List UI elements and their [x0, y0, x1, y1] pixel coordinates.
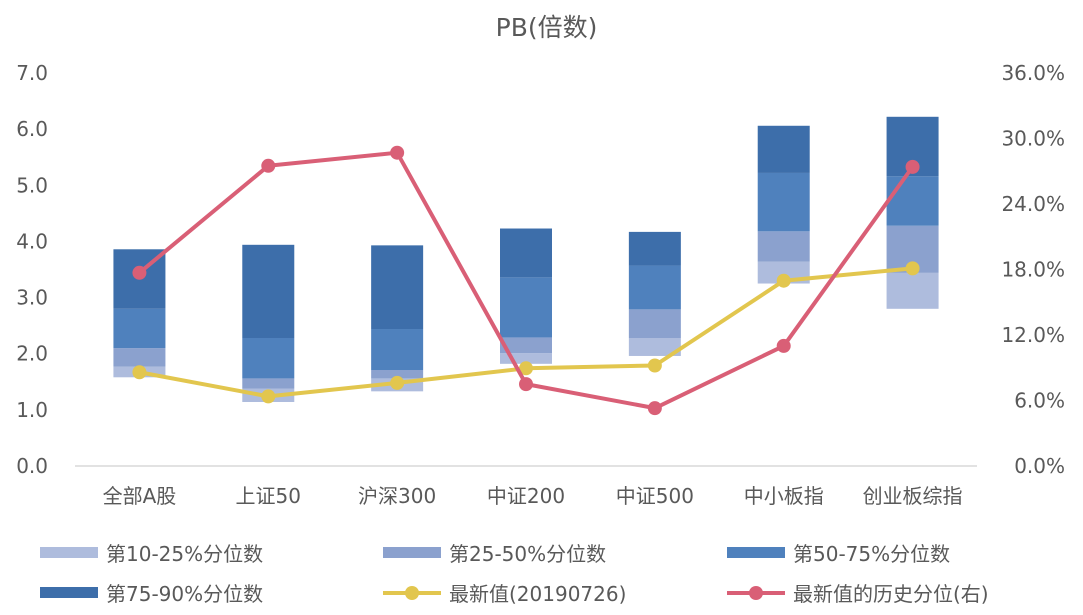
- bar-p50-75: [628, 265, 681, 310]
- legend-swatch-p75-90: [40, 587, 98, 598]
- bar-p75-90: [371, 245, 424, 330]
- y-right-tick-label: 30.0%: [1001, 127, 1065, 151]
- chart-title: PB(倍数): [495, 13, 598, 42]
- y-left-tick-label: 6.0: [16, 117, 48, 141]
- x-tick-label: 上证50: [236, 484, 301, 508]
- x-tick-label: 中证200: [487, 484, 565, 508]
- y-left-tick-label: 0.0: [16, 454, 48, 478]
- hist-percentile-point: [261, 158, 276, 173]
- legend-item-p25-50: 第25-50%分位数: [383, 538, 606, 567]
- hist-percentile-point: [647, 401, 662, 416]
- y-right-tick-label: 0.0%: [1014, 454, 1065, 478]
- x-tick-label: 全部A股: [103, 484, 177, 508]
- bar-p75-90: [757, 125, 810, 173]
- y-left-tick-label: 3.0: [16, 286, 48, 310]
- y-right-tick-label: 6.0%: [1014, 389, 1065, 413]
- legend-item-p75-90: 第75-90%分位数: [40, 578, 263, 607]
- y-left-tick-label: 2.0: [16, 342, 48, 366]
- legend-label-p25-50: 第25-50%分位数: [449, 542, 607, 566]
- legend-swatch-latest: [383, 583, 441, 603]
- legend-label-latest: 最新值(20190726): [449, 582, 627, 606]
- latest-value-point: [261, 389, 276, 404]
- bar-p50-75: [113, 308, 166, 349]
- legend-swatch-hist-pct: [727, 583, 785, 603]
- y-left-tick-label: 7.0: [16, 61, 48, 85]
- bar-p10-25: [886, 272, 939, 309]
- hist-percentile-point: [519, 377, 533, 392]
- x-tick-label: 创业板综指: [863, 484, 963, 508]
- hist-percentile-point: [390, 145, 405, 160]
- bar-p50-75: [500, 277, 552, 338]
- x-tick-label: 中证500: [616, 484, 694, 508]
- latest-value-point: [519, 361, 533, 376]
- y-left-tick-label: 1.0: [16, 398, 48, 422]
- legend-swatch-p10-25: [40, 547, 98, 558]
- legend-label-p10-25: 第10-25%分位数: [106, 542, 264, 566]
- bar-p50-75: [886, 176, 939, 226]
- hist-percentile-point: [776, 338, 791, 353]
- y-right-tick-label: 12.0%: [1001, 323, 1065, 347]
- bar-p75-90: [628, 231, 681, 266]
- bar-p25-50: [757, 231, 810, 262]
- bar-p50-75: [371, 329, 424, 370]
- legend-label-hist-pct: 最新值的历史分位(右): [793, 582, 989, 606]
- y-right-tick-label: 36.0%: [1001, 61, 1065, 85]
- bar-p25-50: [371, 369, 424, 379]
- bar-p25-50: [113, 348, 166, 367]
- bar-p10-25: [500, 353, 552, 364]
- legend-item-hist-pct: 最新值的历史分位(右): [727, 578, 989, 607]
- bar-p75-90: [242, 244, 295, 338]
- y-left-tick-label: 5.0: [16, 173, 48, 197]
- bar-p25-50: [242, 378, 295, 389]
- legend-swatch-p50-75: [727, 547, 785, 558]
- bar-p50-75: [757, 172, 810, 232]
- y-right-tick-label: 18.0%: [1001, 258, 1065, 282]
- legend-item-latest: 最新值(20190726): [383, 578, 626, 607]
- bar-p10-25: [628, 337, 681, 356]
- x-tick-label: 沪深300: [358, 484, 436, 508]
- y-left-tick-label: 4.0: [16, 229, 48, 253]
- bar-p25-50: [628, 309, 681, 338]
- latest-value-point: [776, 273, 791, 288]
- x-tick-label: 中小板指: [744, 484, 824, 508]
- latest-value-point: [905, 261, 920, 276]
- hist-percentile-point: [905, 159, 920, 174]
- legend-label-p75-90: 第75-90%分位数: [106, 582, 264, 606]
- latest-value-point: [132, 365, 147, 380]
- legend-label-p50-75: 第50-75%分位数: [793, 542, 951, 566]
- legend-item-p10-25: 第10-25%分位数: [40, 538, 263, 567]
- y-right-tick-label: 24.0%: [1001, 192, 1065, 216]
- bar-p75-90: [500, 228, 552, 278]
- bar-p50-75: [242, 337, 295, 379]
- legend-item-p50-75: 第50-75%分位数: [727, 538, 950, 567]
- hist-percentile-point: [132, 265, 147, 280]
- latest-value-point: [647, 358, 662, 373]
- latest-value-point: [390, 375, 405, 390]
- bar-p25-50: [500, 337, 552, 354]
- chart-legend: 第10-25%分位数 第25-50%分位数 第50-75%分位数 第75-90%…: [0, 530, 1083, 615]
- legend-swatch-p25-50: [383, 547, 441, 558]
